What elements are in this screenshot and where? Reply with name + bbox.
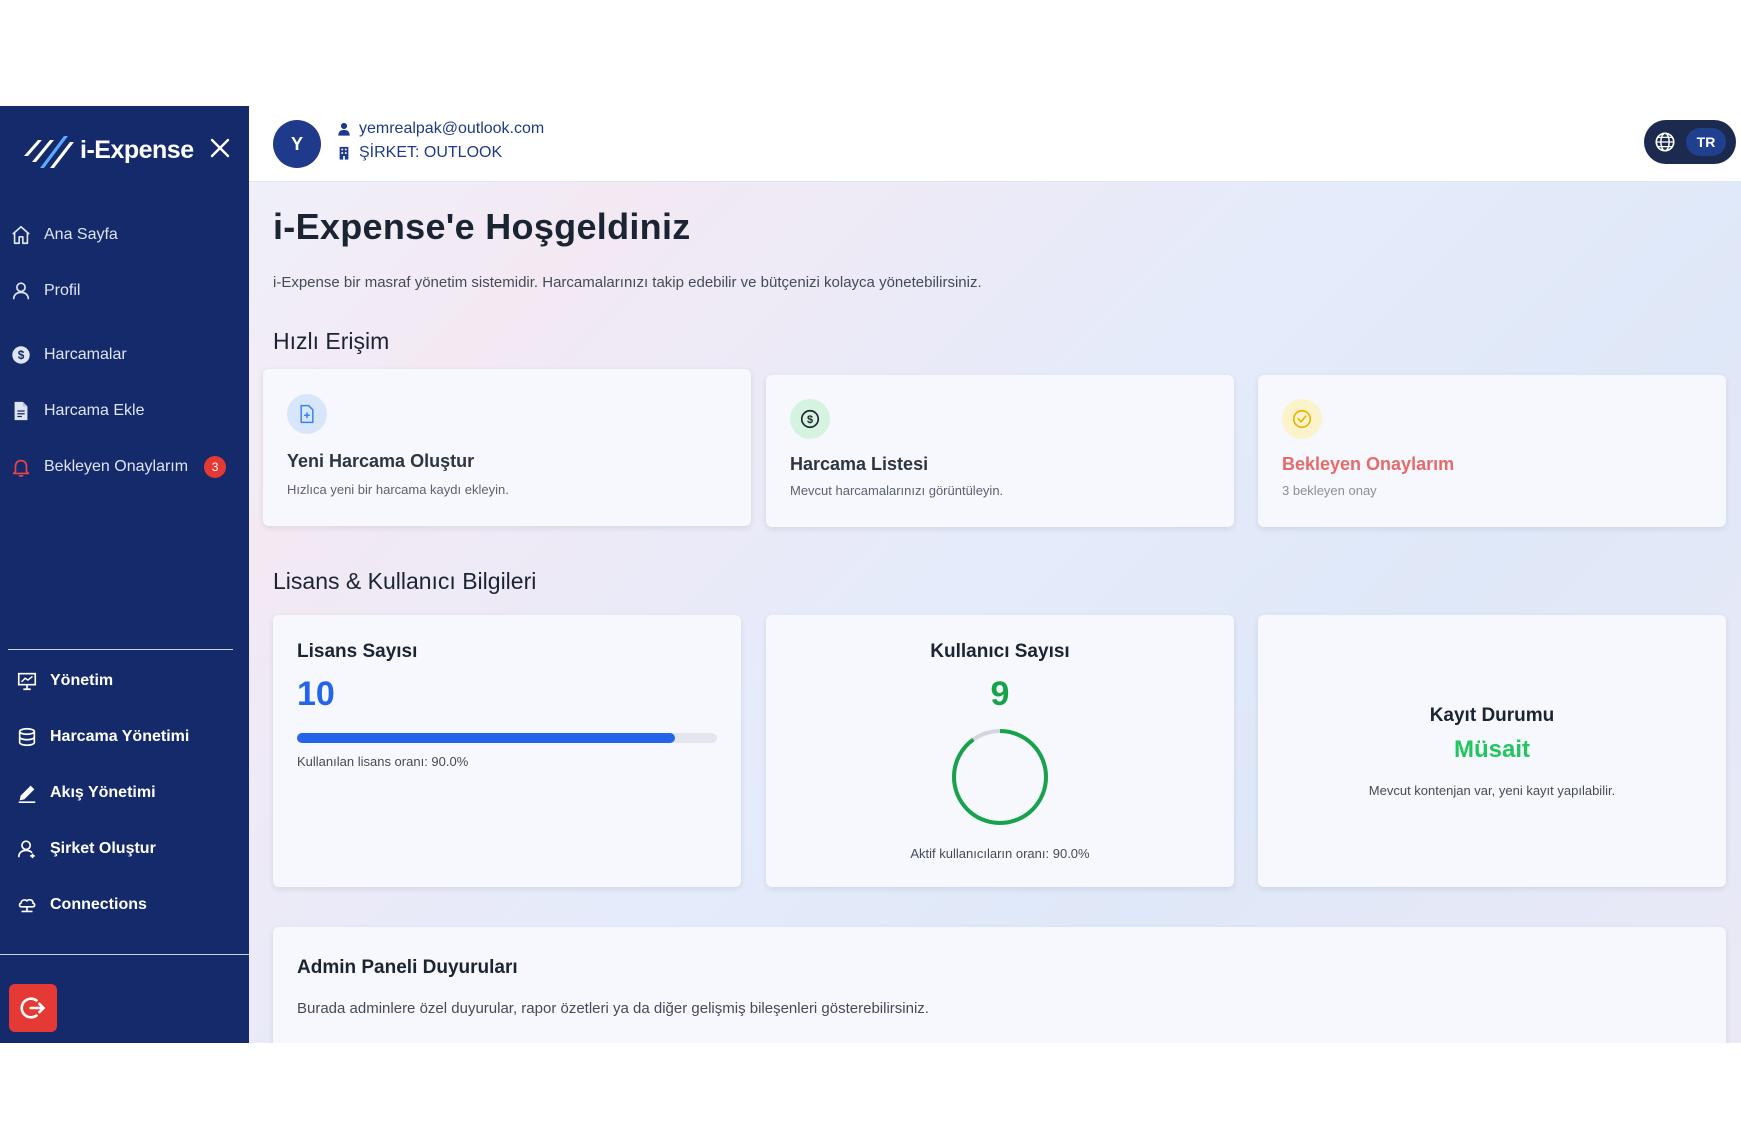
logo-mark-icon bbox=[24, 136, 74, 168]
globe-icon bbox=[1655, 132, 1675, 152]
quick-access-title: Hızlı Erişim bbox=[273, 328, 390, 354]
user-icon bbox=[12, 282, 30, 300]
main-content: Y yemrealpak@outlook.com ŞİRKET: OUTLOOK… bbox=[249, 106, 1741, 1043]
quick-card-subtitle: Hızlıca yeni bir harcama kaydı ekleyin. bbox=[287, 482, 509, 497]
pending-count-badge: 3 bbox=[204, 456, 227, 478]
registration-note: Mevcut kontenjan var, yeni kayıt yapılab… bbox=[1368, 783, 1616, 798]
license-count: 10 bbox=[297, 675, 335, 713]
sidebar-item-label: Yönetim bbox=[50, 672, 114, 689]
user-add-icon bbox=[17, 840, 35, 859]
building-icon bbox=[339, 146, 349, 160]
sidebar-item-connections[interactable]: Connections bbox=[16, 891, 147, 919]
check-circle-icon bbox=[1282, 399, 1322, 439]
brand-name: i-Expense bbox=[80, 135, 194, 164]
quick-card-title: Bekleyen Onaylarım bbox=[1282, 454, 1455, 474]
users-count: 9 bbox=[990, 675, 1010, 713]
language-toggle[interactable]: TR bbox=[1644, 120, 1736, 164]
svg-text:$: $ bbox=[18, 348, 25, 362]
presentation-chart-icon bbox=[17, 672, 37, 691]
registration-status: Müsait bbox=[1453, 736, 1530, 763]
quick-card-subtitle: 3 bekleyen onay bbox=[1282, 483, 1377, 498]
announcements-title: Admin Paneli Duyuruları bbox=[297, 957, 518, 978]
license-title: Lisans Sayısı bbox=[297, 641, 418, 662]
license-usage-note: Kullanılan lisans oranı: 90.0% bbox=[297, 754, 469, 769]
sidebar: i-Expense Ana Sayfa Profil $ Harcamalar … bbox=[0, 106, 249, 1043]
language-code: TR bbox=[1686, 128, 1726, 156]
pen-icon bbox=[18, 785, 36, 803]
logout-button[interactable] bbox=[9, 984, 57, 1032]
sidebar-item-label: Ana Sayfa bbox=[44, 226, 118, 243]
quick-card-subtitle: Mevcut harcamalarınızı görüntüleyin. bbox=[790, 483, 1004, 498]
users-title: Kullanıcı Sayısı bbox=[930, 641, 1070, 662]
cloud-icon bbox=[18, 898, 36, 913]
logout-icon bbox=[20, 997, 45, 1019]
document-icon bbox=[14, 401, 28, 421]
users-card: Kullanıcı Sayısı 9 Aktif kullanıcıların … bbox=[766, 615, 1234, 887]
bell-icon bbox=[12, 459, 30, 477]
quick-card-new-expense[interactable]: Yeni Harcama Oluştur Hızlıca yeni bir ha… bbox=[263, 369, 751, 526]
sidebar-item-sirket-olustur[interactable]: Şirket Oluştur bbox=[16, 835, 156, 863]
sidebar-item-harcama-yonetimi[interactable]: Harcama Yönetimi bbox=[16, 723, 189, 751]
dollar-circle-icon: $ bbox=[790, 399, 830, 439]
quick-card-title: Yeni Harcama Oluştur bbox=[287, 451, 475, 471]
sidebar-item-label: Harcama Yönetimi bbox=[50, 728, 190, 745]
company-row: ŞİRKET: OUTLOOK bbox=[337, 144, 502, 162]
user-icon bbox=[338, 122, 350, 136]
quick-card-title: Harcama Listesi bbox=[790, 454, 929, 474]
license-progress-fill bbox=[297, 733, 675, 743]
sidebar-item-yonetim[interactable]: Yönetim bbox=[16, 667, 113, 695]
page-description: i-Expense bir masraf yönetim sistemidir.… bbox=[273, 274, 982, 291]
users-progress-ring bbox=[952, 729, 1048, 825]
admin-announcements-card: Admin Paneli Duyuruları Burada adminlere… bbox=[273, 927, 1726, 1043]
quick-card-expense-list[interactable]: $ Harcama Listesi Mevcut harcamalarınızı… bbox=[766, 375, 1234, 527]
sidebar-bottom-divider bbox=[0, 954, 249, 955]
page-title: i-Expense'e Hoşgeldiniz bbox=[273, 206, 691, 247]
stack-icon bbox=[18, 727, 36, 747]
sidebar-item-label: Profil bbox=[44, 282, 81, 299]
close-sidebar-icon[interactable] bbox=[208, 136, 232, 160]
sidebar-item-profil[interactable]: Profil bbox=[10, 277, 80, 305]
sidebar-divider bbox=[8, 649, 233, 650]
company-name: ŞİRKET: OUTLOOK bbox=[359, 144, 503, 161]
sidebar-item-harcama-ekle[interactable]: Harcama Ekle bbox=[10, 397, 144, 425]
user-email-row: yemrealpak@outlook.com bbox=[337, 120, 544, 138]
brand-logo[interactable]: i-Expense bbox=[22, 128, 194, 172]
svg-text:$: $ bbox=[807, 414, 813, 426]
sidebar-item-harcamalar[interactable]: $ Harcamalar bbox=[10, 341, 127, 369]
announcements-body: Burada adminlere özel duyurular, rapor ö… bbox=[297, 1000, 929, 1017]
license-card: Lisans Sayısı 10 Kullanılan lisans oranı… bbox=[273, 615, 741, 887]
quick-card-pending-approvals[interactable]: Bekleyen Onaylarım 3 bekleyen onay bbox=[1258, 375, 1726, 527]
registration-title: Kayıt Durumu bbox=[1429, 705, 1555, 726]
sidebar-item-label: Bekleyen Onaylarım bbox=[44, 458, 189, 475]
sidebar-item-ana-sayfa[interactable]: Ana Sayfa bbox=[10, 221, 118, 249]
sidebar-item-label: Harcama Ekle bbox=[44, 402, 145, 419]
sidebar-item-label: Şirket Oluştur bbox=[50, 840, 156, 857]
sidebar-item-akis-yonetimi[interactable]: Akış Yönetimi bbox=[16, 779, 156, 807]
users-active-note: Aktif kullanıcıların oranı: 90.0% bbox=[910, 846, 1090, 861]
sidebar-item-label: Harcamalar bbox=[44, 346, 127, 363]
license-section-title: Lisans & Kullanıcı Bilgileri bbox=[273, 568, 537, 594]
avatar[interactable]: Y bbox=[273, 120, 321, 168]
top-bar: Y yemrealpak@outlook.com ŞİRKET: OUTLOOK… bbox=[249, 106, 1741, 182]
sidebar-item-bekleyen-onaylarim[interactable]: Bekleyen Onaylarım 3 bbox=[10, 453, 227, 481]
dollar-icon: $ bbox=[12, 346, 30, 364]
add-document-icon bbox=[287, 394, 327, 434]
registration-card: Kayıt Durumu Müsait Mevcut kontenjan var… bbox=[1258, 615, 1726, 887]
home-icon bbox=[12, 225, 30, 245]
user-email: yemrealpak@outlook.com bbox=[359, 120, 545, 137]
sidebar-item-label: Connections bbox=[50, 896, 147, 913]
sidebar-item-label: Akış Yönetimi bbox=[50, 784, 156, 801]
license-progress-bar bbox=[297, 733, 717, 743]
